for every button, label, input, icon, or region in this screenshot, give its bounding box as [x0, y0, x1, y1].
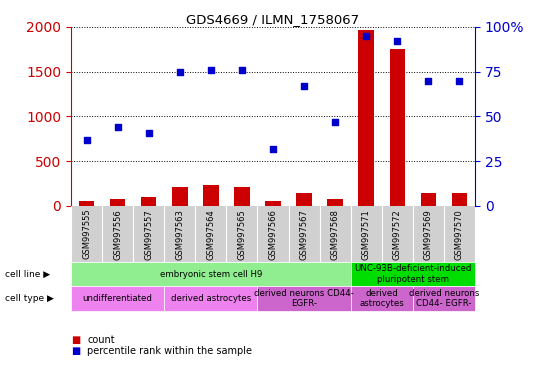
- Text: ■: ■: [71, 346, 80, 356]
- Bar: [420, 193, 436, 206]
- Bar: [413, 286, 475, 311]
- Text: GSM997571: GSM997571: [362, 209, 371, 260]
- Bar: [265, 201, 281, 206]
- Text: derived neurons CD44-
EGFR-: derived neurons CD44- EGFR-: [254, 289, 354, 308]
- Text: GSM997556: GSM997556: [113, 209, 122, 260]
- Point: [238, 67, 246, 73]
- Text: cell type ▶: cell type ▶: [5, 294, 55, 303]
- Bar: [110, 199, 126, 206]
- Text: GSM997569: GSM997569: [424, 209, 433, 260]
- Point: [269, 146, 277, 152]
- Text: GSM997567: GSM997567: [300, 209, 308, 260]
- Text: count: count: [87, 335, 115, 345]
- Point: [393, 38, 402, 44]
- Bar: [203, 185, 218, 206]
- Text: derived neurons
CD44- EGFR-: derived neurons CD44- EGFR-: [409, 289, 479, 308]
- Text: GSM997572: GSM997572: [393, 209, 402, 260]
- Bar: [234, 187, 250, 206]
- Text: UNC-93B-deficient-induced
pluripotent stem: UNC-93B-deficient-induced pluripotent st…: [354, 264, 472, 284]
- Bar: [79, 200, 94, 206]
- Text: percentile rank within the sample: percentile rank within the sample: [87, 346, 252, 356]
- Point: [206, 67, 215, 73]
- Bar: [296, 194, 312, 206]
- Text: GSM997565: GSM997565: [238, 209, 246, 260]
- Text: GSM997570: GSM997570: [455, 209, 464, 260]
- Point: [144, 129, 153, 136]
- Text: GSM997555: GSM997555: [82, 209, 91, 259]
- Text: GSM997557: GSM997557: [144, 209, 153, 260]
- Text: undifferentiated: undifferentiated: [82, 294, 152, 303]
- Text: GSM997564: GSM997564: [206, 209, 215, 260]
- Point: [455, 78, 464, 84]
- Bar: [452, 194, 467, 206]
- Point: [362, 33, 371, 39]
- Bar: [351, 286, 413, 311]
- Bar: [359, 30, 374, 206]
- Point: [175, 69, 184, 75]
- Bar: [328, 199, 343, 206]
- Text: ■: ■: [71, 335, 80, 345]
- Bar: [71, 262, 351, 286]
- Point: [82, 137, 91, 143]
- Text: embryonic stem cell H9: embryonic stem cell H9: [159, 270, 262, 278]
- Title: GDS4669 / ILMN_1758067: GDS4669 / ILMN_1758067: [186, 13, 360, 26]
- Point: [113, 124, 122, 130]
- Text: cell line ▶: cell line ▶: [5, 270, 51, 278]
- Point: [424, 78, 433, 84]
- Bar: [351, 262, 475, 286]
- Text: GSM997566: GSM997566: [269, 209, 277, 260]
- Text: derived astrocytes: derived astrocytes: [171, 294, 251, 303]
- Text: GSM997568: GSM997568: [331, 209, 340, 260]
- Bar: [164, 286, 258, 311]
- Bar: [258, 286, 351, 311]
- Point: [300, 83, 308, 89]
- Point: [331, 119, 340, 125]
- Text: derived
astrocytes: derived astrocytes: [359, 289, 404, 308]
- Bar: [141, 197, 157, 206]
- Bar: [389, 49, 405, 206]
- Text: GSM997563: GSM997563: [175, 209, 184, 260]
- Bar: [71, 286, 164, 311]
- Bar: [172, 187, 187, 206]
